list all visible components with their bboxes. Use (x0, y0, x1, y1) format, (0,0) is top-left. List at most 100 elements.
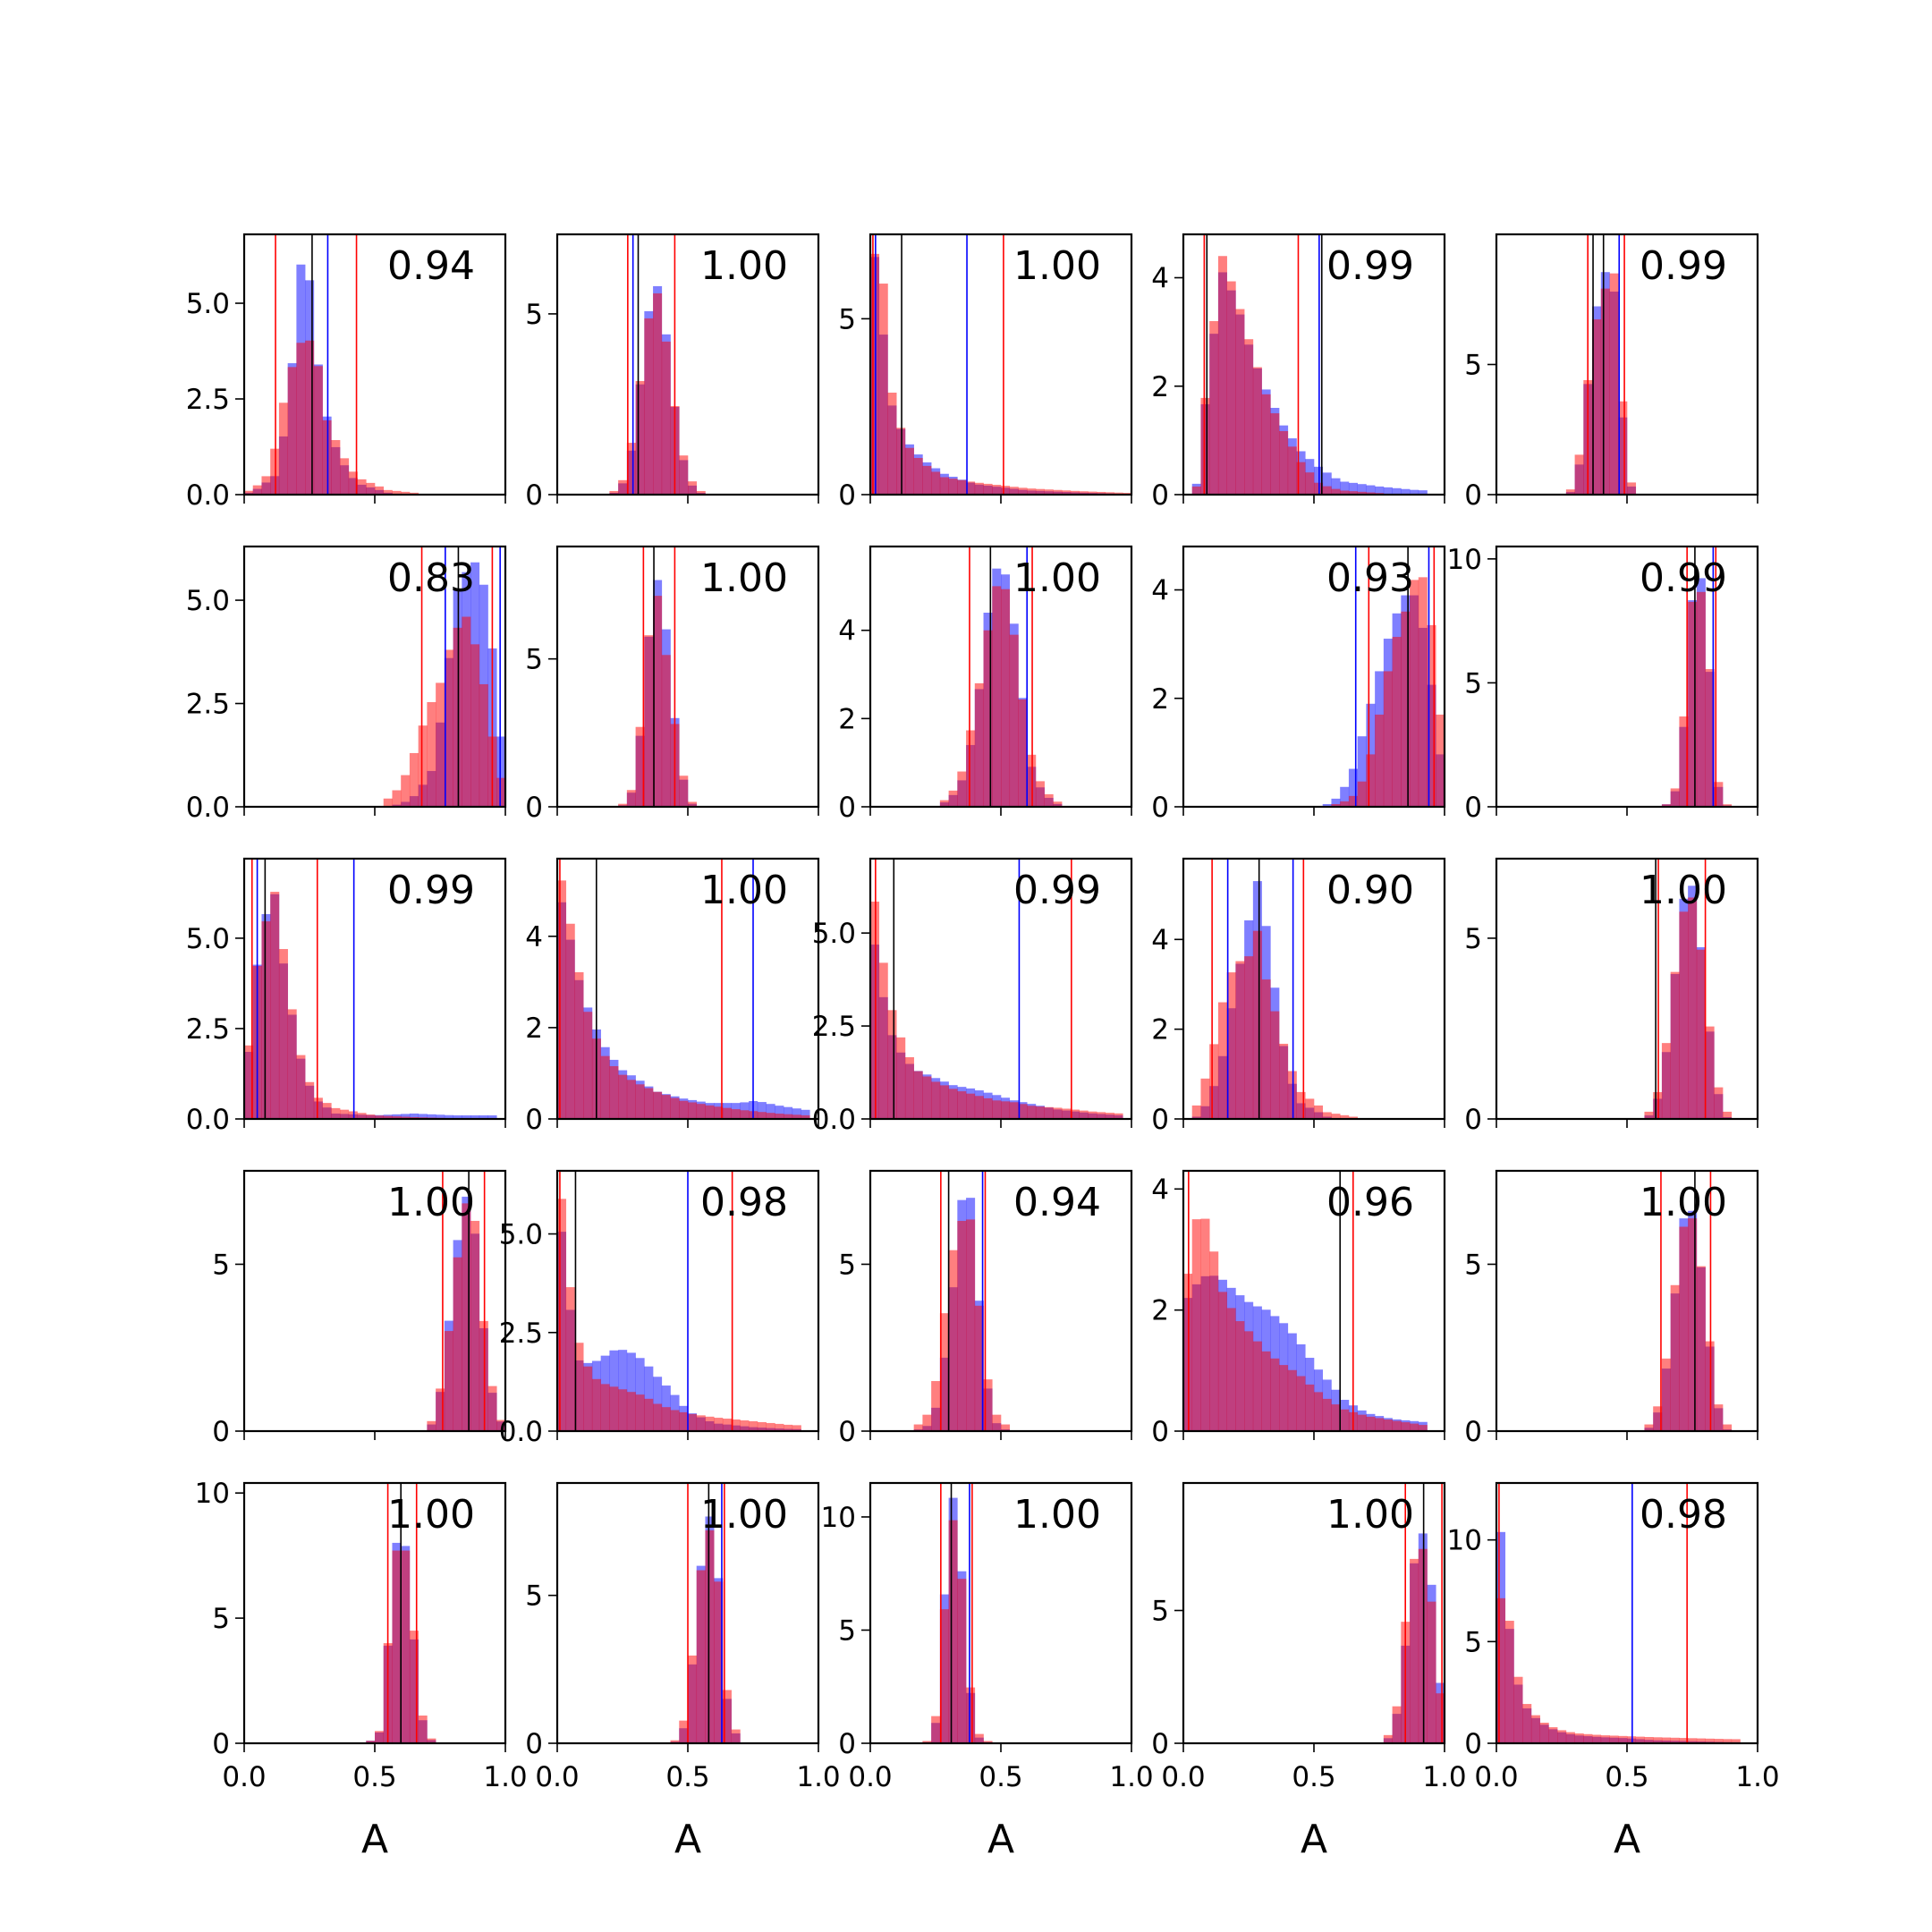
blue-bar (757, 1102, 767, 1119)
red-bar (340, 1109, 350, 1119)
blue-bar (1331, 798, 1341, 807)
red-bar (1688, 1738, 1698, 1743)
red-bar (1035, 1106, 1045, 1119)
red-bar (1235, 309, 1245, 495)
red-bar (375, 1115, 385, 1119)
red-bar (966, 1093, 976, 1119)
red-bar (331, 440, 341, 495)
red-bar (1557, 1730, 1567, 1743)
red-bar (653, 596, 663, 807)
red-bar (913, 1424, 923, 1431)
blue-bar (801, 1109, 810, 1119)
red-bar (626, 1080, 636, 1119)
overlap-value-label: 1.00 (1013, 555, 1101, 601)
red-bar (1723, 804, 1733, 807)
red-bar (1357, 491, 1367, 495)
red-bar (305, 340, 315, 495)
histogram-panel: 0 2 4 1.00 (525, 857, 820, 1136)
blue-bar (1401, 488, 1411, 495)
blue-bar (1348, 768, 1358, 807)
x-axis-label: A (987, 1817, 1014, 1862)
red-bar (679, 455, 689, 495)
red-bar (1252, 367, 1262, 495)
red-bar (557, 1199, 567, 1431)
red-bar (1079, 1110, 1089, 1119)
red-bar (427, 1420, 436, 1431)
overlap-value-label: 1.00 (387, 1180, 475, 1225)
y-tick-label: 5 (838, 303, 856, 335)
y-tick-label: 0 (1464, 479, 1482, 512)
x-axis-label: A (674, 1817, 701, 1862)
red-bar (887, 392, 897, 495)
y-tick-label: 0 (838, 792, 856, 824)
y-tick-label: 5 (1464, 1249, 1482, 1281)
overlap-value-label: 0.99 (387, 868, 475, 913)
red-bar (1217, 256, 1227, 495)
x-tick-label: 0.0 (535, 1761, 579, 1793)
red-bar (270, 892, 280, 1119)
red-bar (670, 1740, 680, 1743)
overlap-value-label: 1.00 (700, 555, 788, 601)
y-tick-label: 5 (525, 644, 543, 676)
red-bar (1261, 1351, 1271, 1431)
histogram-panel: 051.00 (838, 233, 1133, 512)
red-bar (252, 485, 262, 495)
blue-bar (1348, 482, 1358, 495)
red-bar (974, 1096, 984, 1119)
y-tick-label: 0 (1151, 1416, 1169, 1448)
red-bar (296, 1055, 306, 1119)
y-tick-label: 5.0 (499, 1219, 543, 1251)
blue-bar (1322, 472, 1332, 495)
red-bar (705, 1416, 715, 1431)
red-bar (244, 490, 254, 495)
red-bar (1209, 1044, 1219, 1119)
red-bar (383, 489, 393, 495)
y-tick-label: 5 (1464, 1626, 1482, 1658)
red-bar (357, 479, 367, 495)
red-bar (1644, 1424, 1654, 1431)
y-tick-label: 5 (1464, 923, 1482, 955)
red-bar (305, 1081, 315, 1119)
red-bar (1548, 1727, 1558, 1743)
red-bar (1348, 1116, 1358, 1119)
red-bar (1723, 1424, 1733, 1431)
red-bar (244, 1045, 254, 1119)
red-bar (470, 1220, 480, 1431)
y-tick-label: 0 (525, 1104, 543, 1136)
red-bar (383, 1115, 393, 1119)
red-bar (966, 1687, 976, 1743)
red-bar (714, 1581, 724, 1743)
red-bar (1592, 1734, 1602, 1743)
red-bar (1001, 1101, 1011, 1119)
blue-bar (1366, 485, 1376, 495)
red-bar (635, 726, 645, 807)
red-bar (1679, 716, 1689, 807)
red-bar (1383, 1734, 1393, 1743)
red-bar (931, 471, 941, 495)
x-tick-label: 0.5 (1605, 1761, 1648, 1793)
histogram-panel: 050.94 (838, 1169, 1133, 1448)
red-bar (418, 725, 428, 807)
x-tick-label: 1.0 (1422, 1761, 1466, 1793)
red-bar (1035, 488, 1045, 495)
red-bar (1070, 1109, 1080, 1119)
red-bar (1592, 319, 1602, 495)
red-bar (661, 1095, 671, 1119)
blue-bar (1357, 484, 1367, 495)
red-bar (1018, 487, 1028, 495)
red-bar (287, 367, 297, 495)
red-bar (688, 1413, 698, 1431)
blue-bar (427, 1114, 436, 1119)
histogram-panel: 0 2 4 0.93 (1151, 545, 1446, 824)
red-bar (1348, 795, 1358, 808)
red-bar (878, 962, 888, 1119)
overlap-value-label: 0.93 (1326, 555, 1414, 601)
red-bar (939, 800, 949, 807)
blue-bar (418, 1114, 428, 1119)
red-bar (487, 1385, 497, 1431)
red-bar (948, 1250, 958, 1431)
blue-bar (1331, 478, 1341, 495)
red-bar (714, 1418, 724, 1431)
red-bar (1696, 1738, 1706, 1743)
